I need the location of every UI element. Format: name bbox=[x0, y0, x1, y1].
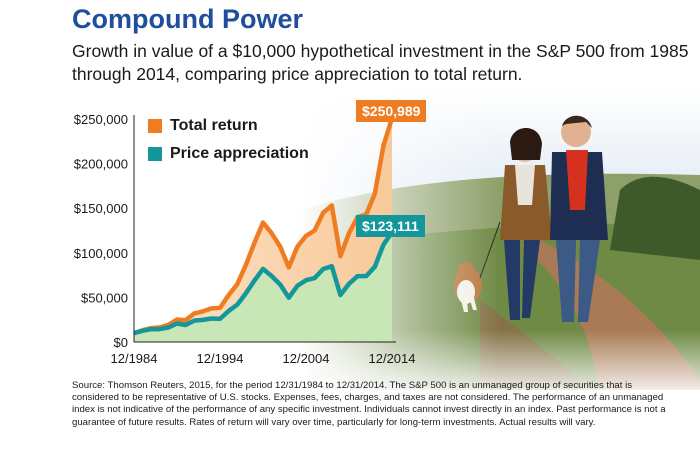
legend-label-price: Price appreciation bbox=[170, 145, 309, 162]
legend-swatch-total bbox=[148, 119, 162, 133]
y-tick-label: $250,000 bbox=[74, 112, 128, 127]
total-return-line bbox=[133, 117, 395, 336]
y-tick-label: $150,000 bbox=[74, 201, 128, 216]
y-tick-label: $200,000 bbox=[74, 157, 128, 172]
x-tick-label: 12/1984 bbox=[111, 351, 158, 366]
man-figure bbox=[550, 115, 608, 322]
woman-figure bbox=[500, 128, 552, 320]
price-appreciation-line bbox=[133, 230, 394, 336]
callout-price-appreciation: $123,111 bbox=[356, 215, 425, 237]
callout-total-return: $250,989 bbox=[356, 100, 427, 122]
legend-swatch-price bbox=[148, 147, 162, 161]
legend-total-return: Total return bbox=[148, 117, 258, 135]
legend-price-appreciation: Price appreciation bbox=[148, 145, 309, 163]
price-appreciation-area bbox=[134, 232, 392, 342]
x-tick-label: 12/1994 bbox=[197, 351, 244, 366]
legend-label-total: Total return bbox=[170, 117, 258, 134]
page-subtitle: Growth in value of a $10,000 hypothetica… bbox=[72, 41, 689, 84]
x-tick-label: 12/2014 bbox=[369, 351, 416, 366]
source-footnote: Source: Thomson Reuters, 2015, for the p… bbox=[72, 380, 666, 428]
x-tick-label: 12/2004 bbox=[283, 351, 330, 366]
y-tick-label: $0 bbox=[114, 335, 128, 350]
page-title: Compound Power bbox=[72, 4, 303, 34]
growth-chart: $0 $50,000 $100,000 $150,000 $200,000 $250,00… bbox=[74, 112, 416, 366]
y-tick-label: $50,000 bbox=[81, 290, 128, 305]
y-tick-label: $100,000 bbox=[74, 246, 128, 261]
